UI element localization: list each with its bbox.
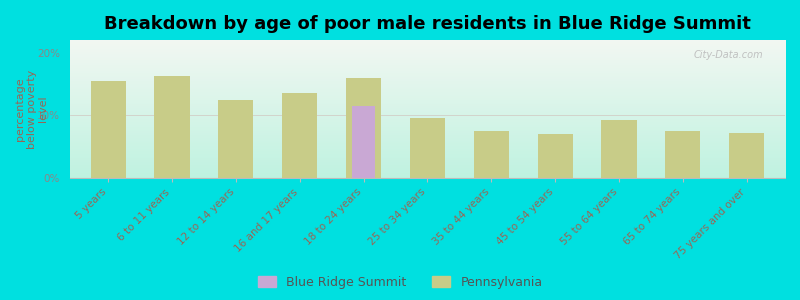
Bar (666, 131, 700, 178)
Title: Breakdown by age of poor male residents in Blue Ridge Summit: Breakdown by age of poor male residents … (104, 15, 751, 33)
Bar (154, 76, 190, 178)
Bar (474, 131, 509, 178)
Bar (410, 118, 445, 178)
Bar (602, 120, 637, 178)
Bar (218, 100, 254, 178)
Text: City-Data.com: City-Data.com (694, 50, 763, 60)
Bar (729, 133, 764, 178)
Bar (346, 78, 381, 178)
Bar (90, 81, 126, 178)
Bar (352, 106, 375, 178)
Y-axis label: percentage
below poverty
level: percentage below poverty level (15, 69, 48, 149)
Bar (282, 93, 318, 178)
Bar (538, 134, 573, 178)
Legend: Blue Ridge Summit, Pennsylvania: Blue Ridge Summit, Pennsylvania (253, 271, 547, 294)
